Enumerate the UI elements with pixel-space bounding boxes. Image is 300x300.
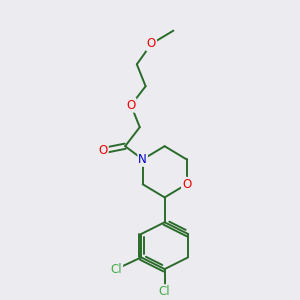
Text: O: O [147,37,156,50]
Text: Cl: Cl [159,285,170,298]
Text: Cl: Cl [110,262,122,276]
Text: O: O [126,99,136,112]
Text: O: O [99,144,108,157]
Text: O: O [182,178,191,191]
Text: N: N [138,153,147,166]
